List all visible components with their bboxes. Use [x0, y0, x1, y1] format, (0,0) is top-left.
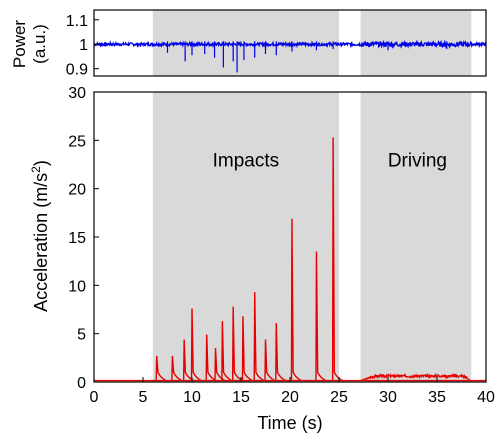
acceleration-y-label-end: ) [31, 160, 51, 166]
time-x-tick-label-8: 40 [477, 389, 495, 406]
acceleration-peak-8 [241, 316, 253, 381]
acceleration-shaded-region-1 [360, 92, 472, 382]
power-y-tick-label-2: 1.1 [66, 13, 88, 30]
acceleration-y-tick-label-6: 30 [68, 85, 86, 102]
acceleration-shaded-region-0 [152, 92, 339, 382]
impacts-annotation: Impacts [213, 151, 280, 172]
acceleration-peak-9 [253, 292, 265, 381]
time-x-tick-label-7: 35 [428, 389, 446, 406]
acceleration-peak-13 [315, 251, 326, 381]
time-x-tick-label-5: 25 [330, 389, 348, 406]
time-x-tick-label-0: 0 [90, 389, 99, 406]
acceleration-shaded-regions [152, 92, 472, 382]
time-x-tick-label-2: 10 [183, 389, 201, 406]
power-trace [93, 39, 487, 73]
power-y-ticks: 0.9 1 1.1 [66, 13, 99, 79]
acceleration-y-tick-label-1: 5 [77, 327, 86, 344]
acceleration-peak-12 [290, 218, 302, 381]
time-x-tick-label-4: 20 [281, 389, 299, 406]
power-y-label-line2: (a.u.) [30, 24, 49, 64]
acceleration-y-ticks: 0 5 10 15 20 25 30 [68, 85, 99, 392]
time-x-tick-label-3: 15 [232, 389, 250, 406]
acceleration-plot-frame [93, 91, 487, 383]
time-x-label: Time (s) [257, 413, 322, 433]
acceleration-y-label-sup: 2 [29, 166, 43, 173]
acceleration-y-label: Acceleration (m/s2) [29, 160, 51, 312]
power-baseline-line [93, 39, 487, 49]
acceleration-peak-6 [221, 321, 232, 381]
time-x-tick-label-1: 5 [139, 389, 148, 406]
acceleration-driving-trace [360, 372, 471, 382]
acceleration-panel: 0 5 10 15 20 25 30 0 5 10 15 20 25 30 35 40 Impacts Dr… [29, 85, 495, 433]
acceleration-y-tick-label-3: 15 [68, 230, 86, 247]
acceleration-peak-5 [214, 348, 225, 381]
acceleration-peak-14 [331, 137, 343, 381]
power-y-tick-label-1: 1 [79, 37, 88, 54]
power-plot-frame [93, 9, 487, 77]
acceleration-y-tick-label-0: 0 [77, 375, 86, 392]
acceleration-y-tick-label-5: 25 [68, 133, 86, 150]
acceleration-peak-10 [264, 339, 275, 381]
acceleration-peak-11 [275, 323, 286, 381]
time-x-ticks: 0 5 10 15 20 25 30 35 40 [90, 377, 495, 406]
power-y-tick-label-0: 0.9 [66, 62, 88, 79]
driving-annotation: Driving [388, 151, 447, 172]
power-panel: 0.9 1 1.1 Power (a.u.) [10, 9, 487, 79]
acceleration-y-label-main: Acceleration (m/s [31, 173, 51, 312]
power-y-label-line1: Power [10, 20, 29, 69]
time-x-tick-label-6: 30 [379, 389, 397, 406]
acceleration-peak-0 [155, 355, 167, 381]
acceleration-peak-1 [171, 355, 182, 381]
acceleration-y-tick-label-4: 20 [68, 182, 86, 199]
acceleration-y-tick-label-2: 10 [68, 278, 86, 295]
acceleration-peak-3 [190, 308, 202, 381]
